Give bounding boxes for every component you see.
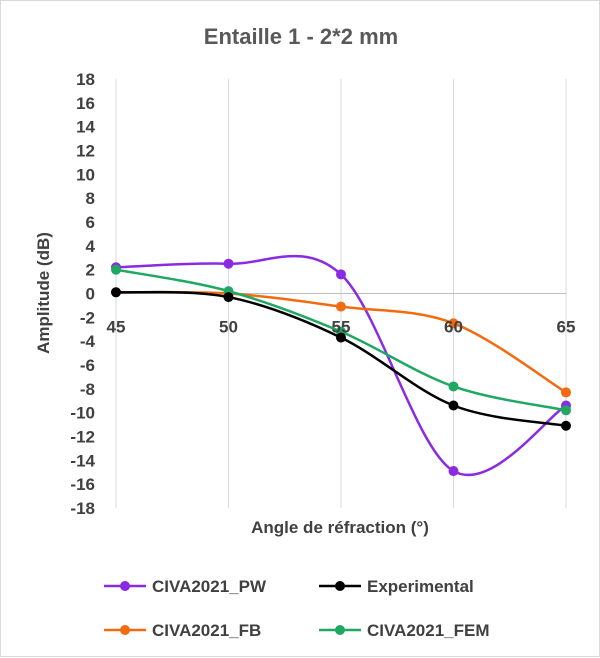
x-tick-label: 45 [107,318,126,337]
y-tick-label: 14 [76,118,95,137]
data-point-civa2021-fb-65 [561,387,571,398]
data-point-experimental-65 [561,420,571,431]
x-tick-label: 50 [219,318,238,337]
legend-label-civa2021-fem: CIVA2021_FEM [367,621,490,640]
y-tick-label: 10 [76,165,95,184]
y-tick-label: -8 [80,380,95,399]
y-tick-label: -10 [70,404,95,423]
data-point-experimental-45 [111,287,121,298]
legend-marker-civa2021-fem [335,625,345,635]
chart-title: Entaille 1 - 2*2 mm [204,24,398,49]
y-tick-label: -16 [70,475,95,494]
legend-label-civa2021-fb: CIVA2021_FB [152,621,261,640]
data-point-civa2021-fem-60 [448,381,459,392]
y-tick-label: 6 [86,213,95,232]
series [111,254,571,477]
y-tick-label: -2 [80,308,95,327]
data-point-civa2021-fb-60 [448,318,459,329]
series-line-civa2021-pw [115,254,567,477]
legend-marker-civa2021-fb [120,625,130,635]
data-point-experimental-50 [223,292,234,303]
y-tick-label: -6 [80,356,95,375]
y-axis-ticks: 18 16 14 12 10 8 6 4 2 0 -2 -4 -6 -8 -10 -12 -14 -16 -18 [70,70,95,518]
data-point-civa2021-pw-55 [336,269,346,280]
data-point-civa2021-pw-50 [223,258,234,269]
data-point-experimental-55 [336,332,346,343]
y-tick-label: 12 [76,142,95,161]
y-tick-label: -12 [70,428,95,447]
x-tick-label: 60 [444,318,463,337]
x-tick-label: 55 [332,318,351,337]
y-tick-label: -18 [70,499,95,518]
y-tick-label: -14 [70,451,95,470]
legend-label-experimental: Experimental [367,577,474,596]
y-axis-title: Amplitude (dB) [34,232,53,354]
legend: CIVA2021_PW Experimental CIVA2021_FB CIVA20… [104,577,490,640]
legend-label-civa2021-pw: CIVA2021_PW [152,577,267,596]
y-tick-label: 4 [86,237,96,256]
x-axis-ticks: 45 50 55 60 65 [107,318,576,337]
y-tick-label: 0 [86,285,95,304]
legend-marker-civa2021-pw [120,581,130,591]
data-point-civa2021-fb-55 [336,301,346,312]
data-point-civa2021-pw-60 [448,466,459,477]
x-tick-label: 65 [557,318,576,337]
data-point-experimental-60 [448,400,459,411]
x-axis-title: Angle de réfraction (°) [251,518,429,537]
legend-marker-experimental [335,581,345,591]
y-tick-label: 2 [86,261,95,280]
y-tick-label: 8 [86,189,95,208]
y-tick-label: 16 [76,94,95,113]
data-point-civa2021-fem-65 [561,405,571,416]
data-point-civa2021-fem-45 [111,264,121,275]
y-tick-label: -4 [80,332,96,351]
y-tick-label: 18 [76,70,95,89]
